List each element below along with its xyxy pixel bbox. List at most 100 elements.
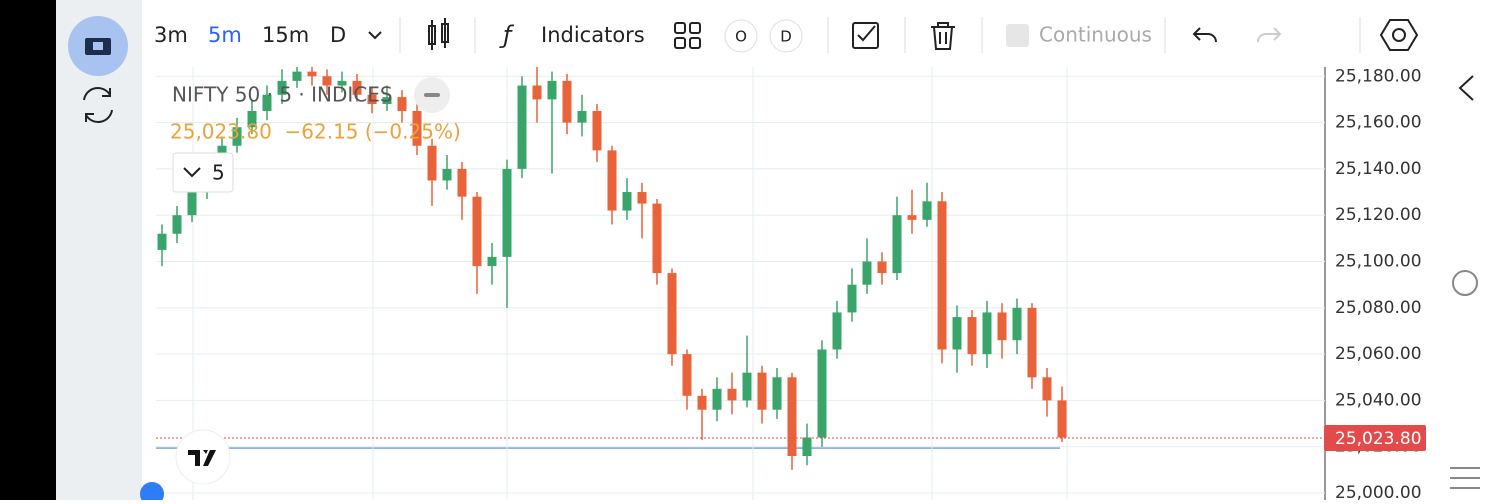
select-button[interactable] [852,22,879,49]
toolbar-items: 3m 5m 15m D ƒ Indicators O D Continuous [154,17,1419,53]
badge-o[interactable] [724,19,758,53]
y-tick-label: 25,060.00 [1335,344,1422,364]
continuous-label: Continuous [1039,23,1152,47]
candle-body [802,437,812,457]
interval-5m[interactable]: 5m [208,23,242,47]
candle-body [967,317,977,355]
continuous-checkbox[interactable] [1006,24,1029,47]
y-tick-label: 25,100.00 [1335,252,1422,272]
candle-body [592,110,602,151]
candle-body [442,168,452,181]
trash-button[interactable] [931,22,955,50]
candle-body [697,395,707,410]
y-tick-label: 25,120.00 [1335,205,1422,225]
candle-body [922,201,932,220]
candle-body [232,127,242,146]
interval-15m[interactable]: 15m [262,23,309,47]
settings-button[interactable] [1379,19,1419,51]
undo-button[interactable] [1192,27,1217,43]
candle-body [487,256,497,267]
candle-body [397,97,407,111]
y-tick-label: 25,040.00 [1335,390,1422,410]
candle-body [562,80,572,123]
candle-body [352,80,362,95]
candle-body [817,349,827,438]
indicators-button[interactable]: Indicators [541,23,645,47]
candle-body [787,377,797,457]
candle-body [427,145,437,181]
candle-body [1057,400,1067,438]
badge-d-label: D [780,28,792,46]
panel-back[interactable] [1458,75,1474,101]
interval-label: 5 [212,161,225,185]
layout-button[interactable] [674,22,701,49]
chart-type-button[interactable] [428,18,449,50]
candle-body [577,110,587,123]
last-price-badge [1324,424,1426,451]
tv-logo[interactable] [175,429,231,485]
nav-home[interactable] [1452,270,1478,296]
candle-body [277,80,287,95]
candle-body [877,261,887,274]
candle-body [742,372,752,401]
candle-body [832,312,842,350]
candle-body [862,261,872,285]
y-tick-label: 25,000.00 [1335,483,1422,500]
candle-body [1042,377,1052,401]
candle-body [337,80,347,86]
candle-body [637,192,647,204]
candle-body [892,215,902,274]
candle-body [502,168,512,257]
candle-body [952,317,962,350]
candle-body [472,196,482,267]
candle-body [682,354,692,396]
candle-body [457,168,467,197]
candle-body [622,192,632,211]
left-bezel [0,0,56,500]
candle-body [157,233,167,250]
redo-button[interactable] [1257,27,1282,43]
sidebar [56,0,142,500]
nav-menu[interactable] [1450,467,1480,489]
last-price-label: 25,023.80 [1335,429,1422,449]
candle-body [382,97,392,105]
fx-icon[interactable]: ƒ [499,21,515,49]
badge-d[interactable] [769,19,803,53]
refresh-button[interactable] [83,86,113,124]
candle-body [667,273,677,355]
candle-body [367,94,377,105]
interval-dropdown[interactable] [368,31,382,40]
candle-body [997,312,1007,341]
candle-body [982,312,992,355]
candle-body [712,388,722,410]
candle-body [772,377,782,410]
candle-body [937,201,947,350]
candle-body [847,284,857,313]
candle-body [607,150,617,211]
lock-button[interactable] [68,16,128,76]
interval-d[interactable]: D [330,23,346,47]
candle-body [532,85,542,100]
chevron [183,167,201,178]
candle-body [187,192,197,216]
candle-body [292,71,302,81]
candle-body [727,388,737,401]
candle-body [322,76,332,86]
badge-o-label: O [735,28,747,46]
candle-body [262,94,272,111]
legend: NIFTY 50 · 5 · INDICES 25,023.80 −62.15 … [170,77,461,193]
candle-body [172,215,182,234]
candle-body [517,85,527,169]
y-tick-label: 25,080.00 [1335,298,1422,318]
interval-3m[interactable]: 3m [154,23,188,47]
interval-box[interactable] [172,152,234,193]
candle-body [307,71,317,77]
candle-body [652,203,662,274]
candle-body [547,80,557,100]
quote-label: 25,023.80 −62.15 (−0.25%) [170,120,461,144]
y-tick-label: 25,140.00 [1335,159,1422,179]
symbol-label: NIFTY 50 · 5 · INDICES [172,83,393,107]
chart-area [156,62,1325,500]
scroll-handle[interactable] [140,482,164,504]
